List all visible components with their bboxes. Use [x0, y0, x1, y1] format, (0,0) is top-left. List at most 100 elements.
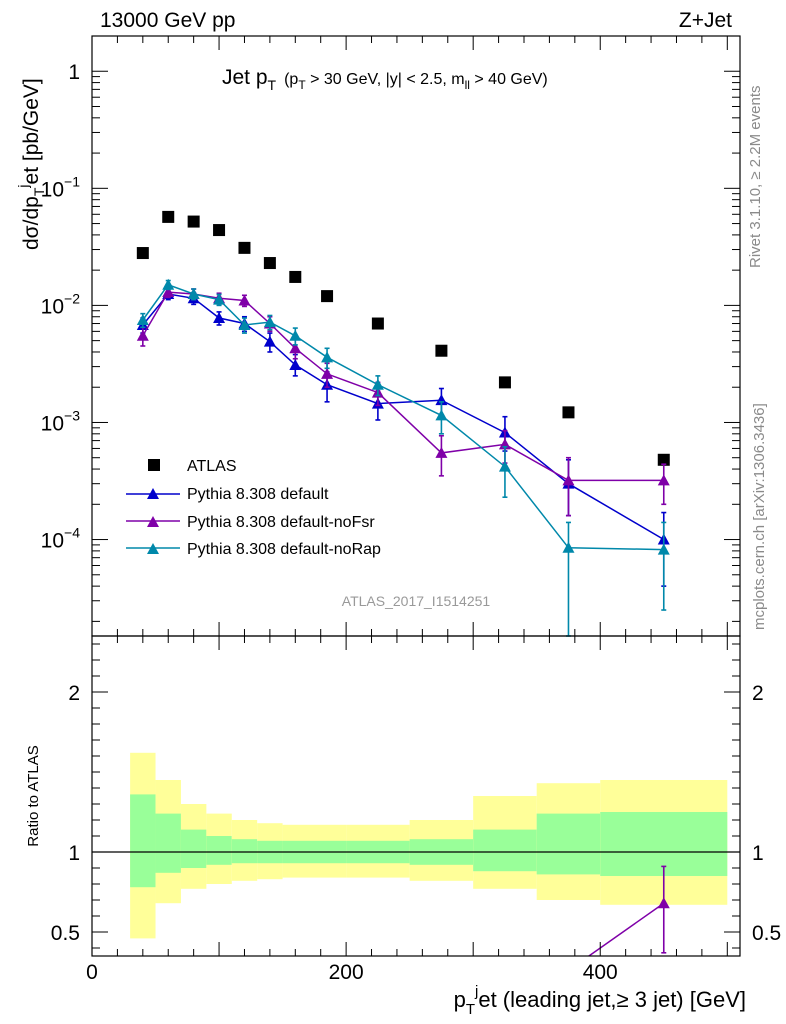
ratio-x-ticks: 0 200 400 — [86, 636, 728, 984]
series-point — [321, 351, 334, 363]
plot-title: Jet pT (pT > 30 GeV, |y| < 2.5, mll > 40 … — [222, 66, 548, 93]
main-series — [136, 210, 670, 637]
main-y-tick-label: 10−2 — [41, 290, 81, 318]
series-point — [657, 543, 670, 555]
uncertainty-band-inner — [130, 794, 156, 888]
main-x-ticks — [91, 36, 728, 636]
plot-title-close: > 40 GeV) — [470, 71, 548, 88]
ratio-bands — [130, 752, 728, 939]
x-tick-label: 0 — [86, 961, 98, 984]
x-axis-label-b: et (leading jet,≥ 3 jet) [GeV] — [478, 987, 746, 1012]
legend-label-atlas: ATLAS — [187, 458, 237, 475]
plot-title-open-sub: T — [298, 78, 306, 92]
atlas-point — [162, 210, 175, 223]
ratio-y-tick-label-right: 0.5 — [752, 922, 781, 945]
legend-entry-default: Pythia 8.308 default — [126, 486, 329, 503]
main-y-tick-label: 1 — [68, 61, 80, 84]
plot-title-cut: > 30 GeV, |y| < 2.5, m — [306, 71, 465, 88]
atlas-point — [498, 376, 511, 389]
plot-title-cut-sub: ll — [465, 78, 470, 92]
main-y-ticks: 1 10−1 10−2 10−3 10−4 — [41, 35, 740, 622]
series-point — [289, 342, 302, 354]
atlas-point — [657, 453, 670, 466]
series-point — [136, 329, 149, 341]
atlas-point — [213, 224, 226, 237]
uncertainty-band-inner — [231, 839, 258, 864]
series-point — [321, 367, 334, 379]
uncertainty-band-inner — [206, 836, 232, 865]
legend-entry-atlas: ATLAS — [148, 458, 237, 475]
legend-marker-default — [147, 488, 159, 499]
ratio-y-label: Ratio to ATLAS — [25, 745, 42, 846]
series-point — [187, 288, 200, 300]
series-point — [657, 474, 670, 486]
plot-title-open: (p — [284, 71, 298, 88]
series-point — [136, 314, 149, 326]
atlas-point — [289, 270, 302, 283]
main-y-label-sup: j — [15, 184, 31, 188]
ratio-y-tick-label: 0.5 — [51, 922, 80, 945]
series-point — [162, 278, 175, 290]
series-0 — [136, 210, 670, 466]
uncertainty-band-inner — [180, 829, 207, 868]
x-axis-label-a: p — [454, 987, 466, 1012]
analysis-watermark: ATLAS_2017_I1514251 — [342, 593, 491, 609]
legend-entry-norap: Pythia 8.308 default-noRap — [126, 541, 381, 558]
series-point — [263, 316, 276, 328]
plot-title-main: Jet p — [222, 66, 268, 89]
main-panel: 110−110−210−310−4 Jet pT (pT > 30 GeV, |y… — [15, 35, 741, 637]
plot-title-main-sub: T — [268, 77, 277, 93]
main-y-label: dσ/dpTjet [pb/GeV] — [15, 78, 47, 250]
x-axis-label-sup: j — [474, 983, 478, 1000]
atlas-point — [238, 241, 251, 254]
main-y-label-sub: T — [31, 187, 47, 196]
ratio-line-nofsr — [587, 902, 665, 956]
series-point — [263, 335, 276, 347]
ratio-y-ticks: 0.5 0.5 1 1 2 2 — [51, 643, 781, 949]
legend-label-nofsr: Pythia 8.308 default-noFsr — [187, 514, 375, 531]
uncertainty-band-inner — [536, 813, 601, 875]
uncertainty-band-inner — [600, 812, 728, 876]
legend-marker-nofsr — [147, 516, 159, 527]
atlas-point — [435, 344, 448, 357]
legend-marker-atlas — [148, 459, 160, 471]
main-y-tick-label: 10−4 — [41, 525, 81, 553]
series-point — [435, 446, 448, 458]
series-point — [238, 319, 251, 331]
main-y-label-b: et [pb/GeV] — [20, 78, 43, 184]
series-point — [238, 294, 251, 306]
ratio-panel: 0 200 400 0.5 0.5 1 1 2 2 Ratio to ATLAS pTjet … — [25, 635, 781, 1018]
atlas-point — [263, 257, 276, 270]
atlas-point — [187, 215, 200, 228]
atlas-point — [562, 406, 575, 419]
mcplots-label: mcplots.cern.ch [arXiv:1306.3436] — [751, 403, 768, 630]
series-3 — [136, 278, 670, 637]
rivet-label: Rivet 3.1.10, ≥ 2.2M events — [747, 86, 764, 269]
legend-label-default: Pythia 8.308 default — [187, 486, 329, 503]
series-point — [562, 541, 575, 553]
ratio-y-tick-label-right: 2 — [752, 682, 764, 705]
series-point — [289, 329, 302, 341]
x-tick-label: 200 — [329, 961, 364, 984]
series-point — [213, 293, 226, 305]
energy-label: 13000 GeV pp — [100, 9, 235, 32]
main-y-tick-label: 10−1 — [41, 173, 81, 201]
legend: ATLAS Pythia 8.308 default Pythia 8.308 … — [126, 458, 381, 558]
x-axis-label-sub: T — [466, 1001, 475, 1018]
ratio-series — [587, 865, 670, 956]
legend-marker-norap — [147, 543, 159, 554]
legend-label-norap: Pythia 8.308 default-noRap — [187, 541, 381, 558]
series-point — [498, 460, 511, 472]
process-label: Z+Jet — [679, 9, 732, 32]
ratio-y-tick-label-right: 1 — [752, 842, 764, 865]
main-y-tick-label: 10−3 — [41, 407, 81, 435]
ratio-y-tick-label: 2 — [68, 682, 80, 705]
main-y-label-a: dσ/dp — [20, 196, 43, 250]
atlas-point — [321, 290, 334, 303]
x-axis-label: pTjet (leading jet,≥ 3 jet) [GeV] — [454, 983, 746, 1018]
uncertainty-band-inner — [473, 829, 537, 872]
x-tick-label: 400 — [583, 961, 618, 984]
series-point — [435, 409, 448, 421]
atlas-point — [136, 247, 149, 260]
